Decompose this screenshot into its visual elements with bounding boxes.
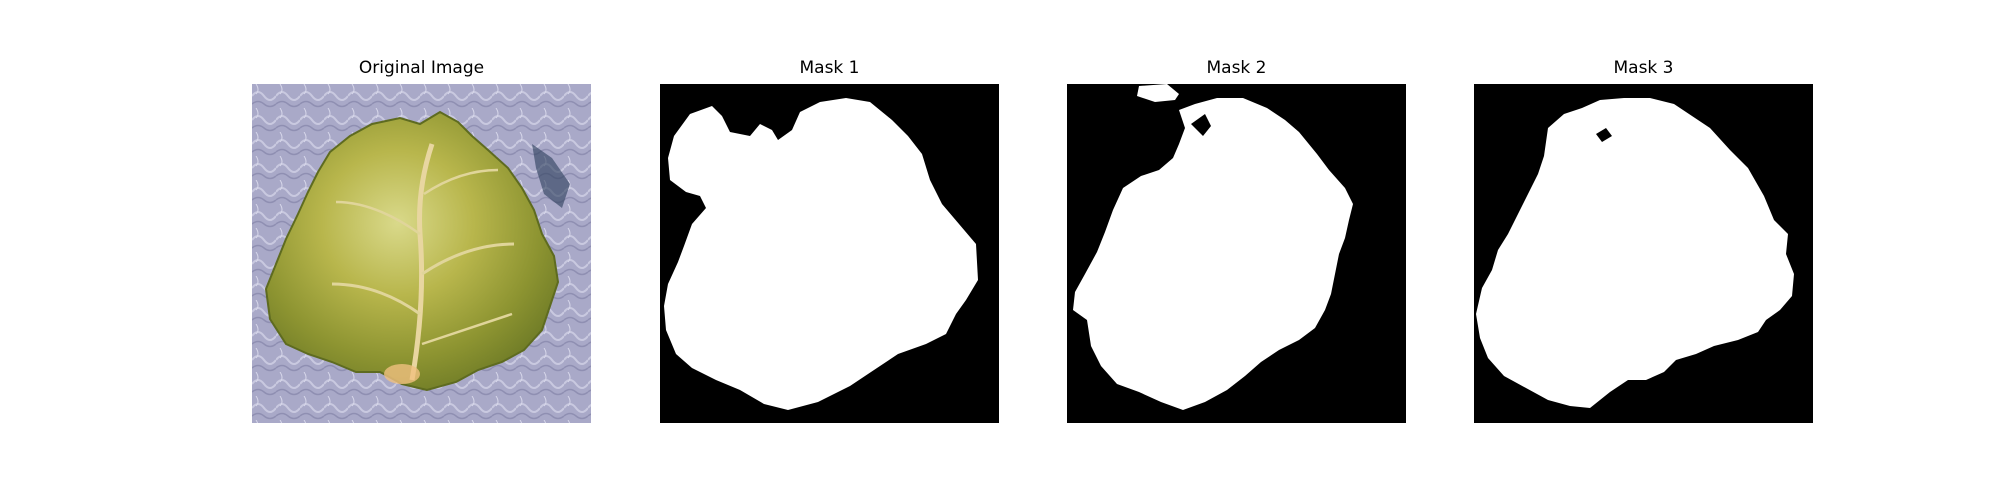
panel-title-mask-2: Mask 2	[1206, 58, 1267, 78]
panel-title-mask-3: Mask 3	[1613, 58, 1674, 78]
panel-mask-1: Mask 1	[660, 0, 999, 430]
mask-fragment	[1137, 84, 1179, 102]
panel-mask-2: Mask 2	[1067, 0, 1406, 430]
mask-foreground	[1073, 98, 1353, 410]
mask-foreground	[664, 98, 978, 410]
leaf-shadow	[532, 144, 570, 208]
panel-title-mask-1: Mask 1	[799, 58, 860, 78]
mask-1-image	[660, 84, 999, 423]
leaf-midrib	[409, 143, 435, 381]
original-image	[252, 84, 591, 423]
mask-3-image	[1474, 84, 1813, 423]
panel-title-original: Original Image	[358, 58, 485, 78]
lettuce-leaf	[264, 110, 560, 392]
mask-2-image	[1067, 84, 1406, 423]
mask-hole	[1596, 128, 1612, 142]
panel-original: Original Image	[252, 0, 591, 430]
mask-hole	[1191, 114, 1211, 136]
panel-mask-3: Mask 3	[1474, 0, 1813, 430]
mask-foreground	[1476, 98, 1794, 408]
